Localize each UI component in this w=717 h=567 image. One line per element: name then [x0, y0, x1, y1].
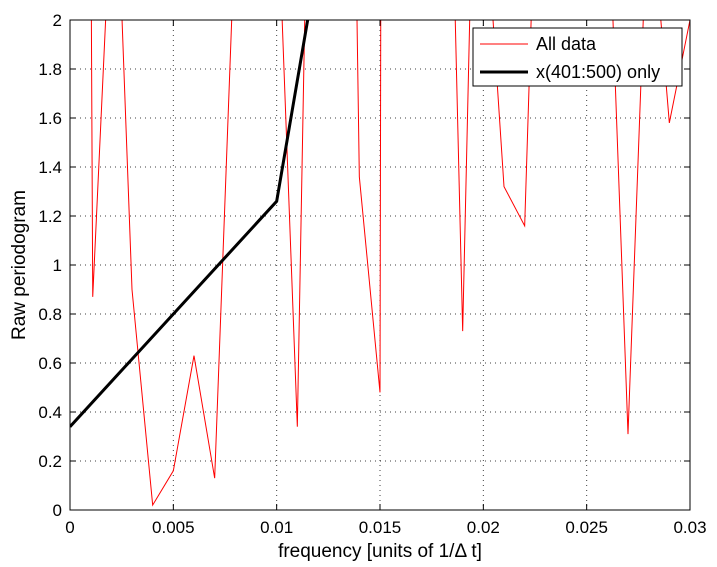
- y-tick-label: 1.8: [38, 60, 62, 79]
- legend-box: [472, 27, 683, 87]
- y-tick-label: 1.4: [38, 158, 62, 177]
- x-tick-label: 0.01: [260, 518, 293, 537]
- x-tick-labels: 0 0.005 0.01 0.015 0.02 0.025 0.03: [65, 518, 706, 537]
- y-tick-label: 0: [53, 501, 62, 520]
- series-line-subset: [70, 20, 310, 428]
- x-tick-label: 0.015: [359, 518, 402, 537]
- legend-label-all-data: All data: [536, 34, 597, 54]
- y-tick-label: 0.2: [38, 452, 62, 471]
- y-tick-label: 1.2: [38, 207, 62, 226]
- y-tick-label: 0.4: [38, 403, 62, 422]
- y-tick-label: 1: [53, 256, 62, 275]
- x-tick-label: 0.02: [467, 518, 500, 537]
- x-tick-label: 0.005: [152, 518, 195, 537]
- y-axis-label: Raw periodogram: [9, 190, 30, 340]
- x-tick-label: 0.025: [565, 518, 608, 537]
- y-tick-label: 0.6: [38, 354, 62, 373]
- x-tick-label: 0: [65, 518, 74, 537]
- x-tick-label: 0.03: [673, 518, 706, 537]
- y-tick-labels: 0 0.2 0.4 0.6 0.8 1 1.2 1.4 1.6 1.8 2: [38, 11, 62, 520]
- legend: All data x(401:500) only: [472, 27, 683, 87]
- legend-label-subset: x(401:500) only: [536, 62, 660, 82]
- series-layer: [70, 20, 690, 507]
- y-tick-label: 1.6: [38, 109, 62, 128]
- y-tick-label: 2: [53, 11, 62, 30]
- y-tick-label: 0.8: [38, 305, 62, 324]
- x-axis-label: frequency [units of 1/Δ t]: [278, 541, 482, 562]
- series-line-all-data: [90, 20, 690, 507]
- axis-ticks: [69, 19, 691, 511]
